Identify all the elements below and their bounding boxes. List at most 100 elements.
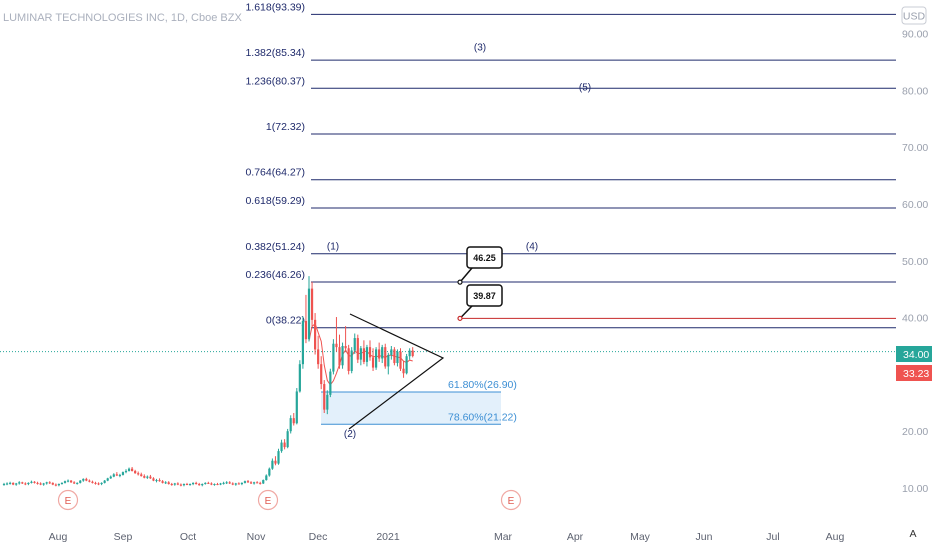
candle: [237, 482, 240, 485]
earnings-marker[interactable]: E: [57, 489, 79, 511]
currency-button[interactable]: USD: [901, 6, 927, 25]
retracement-label: 61.80%(26.90): [448, 379, 517, 391]
candle-body: [48, 482, 51, 484]
candle-body: [109, 476, 112, 479]
candle-body: [66, 480, 70, 482]
candle: [402, 360, 405, 378]
candle-body: [179, 484, 182, 486]
candle: [335, 317, 338, 352]
candle-body: [167, 482, 170, 485]
price-tag-text: 33.23: [903, 368, 929, 380]
time-tick-label: Aug: [49, 531, 68, 543]
price-callout[interactable]: 39.87: [457, 284, 503, 321]
candle: [39, 482, 42, 486]
candle: [307, 276, 311, 342]
candle-body: [237, 483, 240, 485]
candle: [118, 473, 121, 478]
callout-box: [466, 284, 503, 307]
candle-body: [390, 349, 393, 356]
candle: [405, 353, 408, 375]
candle: [9, 481, 12, 485]
price-tag-bg: [896, 346, 932, 362]
candle-body: [36, 482, 39, 484]
candle: [371, 348, 375, 371]
candle-body: [24, 483, 27, 485]
candle: [310, 281, 314, 327]
candle-body: [204, 482, 207, 485]
earnings-label: E: [508, 496, 515, 507]
candle-body: [143, 476, 146, 478]
candle: [5, 482, 9, 486]
price-tick-label: 50.00: [902, 256, 928, 268]
candle: [378, 342, 381, 362]
candle-body: [292, 418, 295, 424]
candle-body: [134, 470, 137, 474]
candle: [134, 469, 137, 474]
candle-body: [195, 482, 198, 485]
candle-body: [155, 480, 158, 482]
candle-body: [82, 478, 85, 481]
candle-body: [219, 483, 222, 485]
candle: [54, 483, 57, 487]
candle: [234, 482, 237, 486]
earnings-marker[interactable]: E: [257, 489, 279, 511]
candle-body: [253, 482, 256, 484]
candle: [82, 478, 85, 482]
earnings-marker[interactable]: E: [500, 489, 522, 511]
candle-body: [100, 482, 103, 485]
earnings-label: E: [265, 496, 272, 507]
time-tick-label: 2021: [376, 531, 400, 543]
candle: [63, 480, 67, 484]
price-tag-bg: [896, 365, 932, 381]
candle: [204, 482, 207, 485]
candles-layer: [2, 276, 414, 487]
fibonacci-layer: 1.618(93.39) 1.382(85.34) 1.236(80.37) 1(72…: [245, 1, 896, 329]
candle-body: [335, 343, 338, 348]
candle: [42, 482, 45, 486]
time-axis[interactable]: Aug Sep Oct Nov Dec 2021 Mar Apr May Jun Jul Aug: [49, 531, 845, 543]
candle: [48, 481, 51, 485]
candle: [137, 471, 140, 476]
candle: [289, 415, 292, 434]
candle-body: [76, 482, 79, 484]
candle-body: [2, 484, 6, 486]
candle: [179, 483, 182, 487]
candle: [292, 413, 295, 426]
candle: [271, 458, 274, 470]
candle-body: [73, 482, 76, 484]
candle-body: [121, 472, 125, 475]
candle-body: [307, 288, 311, 340]
time-tick-label: Mar: [494, 531, 513, 543]
candle: [396, 349, 399, 367]
candle-body: [317, 349, 320, 365]
candle: [100, 482, 103, 486]
candle: [280, 439, 283, 453]
candle-body: [323, 384, 326, 410]
candle-body: [371, 357, 375, 368]
candle-body: [164, 482, 167, 484]
candle: [277, 448, 280, 465]
candle: [317, 335, 320, 369]
candle: [219, 482, 222, 486]
candle-body: [39, 483, 42, 485]
candle: [228, 481, 231, 485]
callout-text: 46.25: [473, 253, 496, 263]
candle-body: [362, 348, 365, 362]
candle: [158, 478, 161, 482]
candle: [167, 481, 170, 485]
auto-scale-button[interactable]: A: [909, 528, 916, 540]
price-axis[interactable]: 10.0020.0030.0040.0050.0060.0070.0080.00…: [896, 29, 932, 495]
price-callout[interactable]: 46.25: [457, 246, 503, 285]
candle-body: [274, 460, 277, 464]
candle-body: [118, 474, 121, 476]
callout-anchor: [457, 315, 463, 321]
candle-body: [347, 348, 350, 371]
candle: [320, 356, 323, 390]
candle: [185, 482, 189, 486]
candle-body: [249, 482, 253, 484]
wave-label: (2): [344, 429, 356, 440]
candle-body: [304, 321, 308, 340]
candle: [387, 352, 390, 375]
candle-body: [30, 481, 33, 483]
